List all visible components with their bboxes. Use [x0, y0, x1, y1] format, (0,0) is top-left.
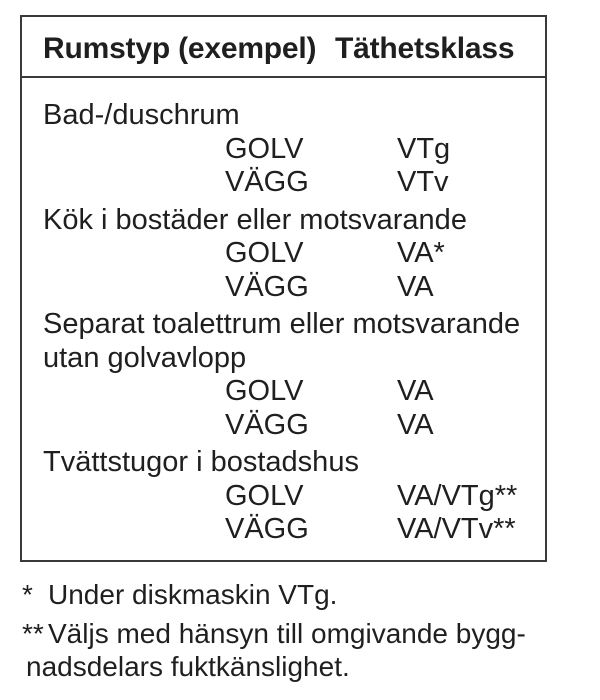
room-name: Bad-/duschrum — [43, 99, 240, 131]
room-group-laundry: Tvättstugor i bostadshus GOLV VA/VTg** V… — [22, 446, 545, 547]
table-row: VÄGG VA — [22, 409, 545, 443]
table-body: Bad-/duschrum GOLV VTg VÄGG VTv Kök i bo… — [22, 78, 545, 547]
surface-label: VÄGG — [225, 408, 309, 441]
tightness-class-table: Rumstyp (exempel) Täthetsklass Bad-/dusc… — [20, 15, 547, 562]
table-header: Rumstyp (exempel) Täthetsklass — [22, 17, 545, 78]
header-room-type: Rumstyp (exempel) — [43, 32, 317, 65]
surface-label: VÄGG — [225, 166, 309, 198]
room-group-kitchen: Kök i bostäder eller motsvarande GOLV VA… — [22, 204, 545, 305]
table-row: VÄGG VA — [22, 271, 545, 305]
tightness-class-value: VA — [397, 375, 434, 407]
header-tightness-class: Täthetsklass — [335, 32, 515, 65]
footnote-diskmaskin: * Under diskmaskin VTg. — [22, 578, 582, 611]
table-row: GOLV VTg — [22, 133, 545, 167]
surface-label: GOLV — [225, 237, 304, 269]
footnote-marker: * — [22, 579, 33, 610]
footnote-line: ** Väljs med hänsyn till omgivande bygg- — [22, 617, 582, 650]
tightness-class-value: VA/VTg** — [397, 479, 518, 512]
tightness-class-value: VTg — [397, 132, 451, 165]
tightness-class-value: VA* — [397, 237, 445, 269]
surface-label: GOLV — [225, 132, 304, 165]
surface-label: VÄGG — [225, 513, 309, 545]
table-row: GOLV VA — [22, 375, 545, 409]
tightness-class-value: VA — [397, 408, 434, 441]
surface-label: GOLV — [225, 479, 304, 512]
footnote-valjs: ** Väljs med hänsyn till omgivande bygg- … — [22, 617, 582, 683]
surface-label: GOLV — [225, 375, 304, 407]
tightness-class-value: VTv — [397, 166, 449, 198]
footnotes: * Under diskmaskin VTg. ** Väljs med hänsy… — [22, 578, 582, 683]
room-name-continued: utan golvavlopp — [43, 341, 247, 374]
room-name: Kök i bostäder eller motsvarande — [43, 203, 467, 236]
tightness-class-value: VA — [397, 270, 434, 303]
table-row: GOLV VA/VTg** — [22, 480, 545, 514]
footnote-text: Under diskmaskin VTg. — [48, 579, 338, 610]
table-row: VÄGG VTv — [22, 166, 545, 200]
room-name: Separat toalettrum eller motsvarande — [43, 308, 521, 340]
room-name: Tvättstugor i bostadshus — [43, 446, 359, 478]
footnote-marker: ** — [22, 618, 44, 649]
tightness-class-value: VA/VTv** — [397, 513, 516, 545]
table-row: GOLV VA* — [22, 237, 545, 271]
table-row: VÄGG VA/VTv** — [22, 513, 545, 547]
footnote-text: Väljs med hänsyn till omgivande bygg- — [48, 618, 526, 649]
surface-label: VÄGG — [225, 270, 309, 303]
footnote-line-continued: nadsdelars fuktkänslighet. — [26, 651, 350, 682]
room-group-toilet: Separat toalettrum eller motsvarande uta… — [22, 308, 545, 442]
room-group-bathroom: Bad-/duschrum GOLV VTg VÄGG VTv — [22, 99, 545, 200]
